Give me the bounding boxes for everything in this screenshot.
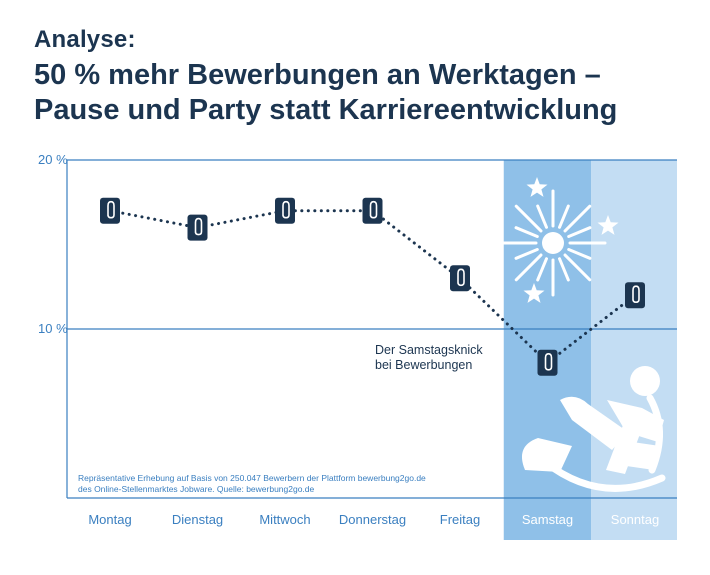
x-tick-label-sonntag: Sonntag [610,512,660,527]
x-tick-label-montag: Montag [88,512,132,527]
annotation-line-1: Der Samstagsknick [375,343,483,357]
source-note: Repräsentative Erhebung auf Basis von 25… [78,473,498,494]
x-tick-label-freitag: Freitag [439,512,481,527]
sunday-band [591,160,677,540]
data-point-mittwoch [275,197,295,224]
rocking-chair-icon [521,366,666,492]
x-tick-label-donnerstag: Donnerstag [338,512,407,527]
star-icon [597,215,619,235]
source-line-2: des Online-Stellenmarktes Jobware. Quell… [78,483,315,494]
firework-center [542,232,564,254]
star-icon [523,283,545,303]
source-line-1: Repräsentative Erhebung auf Basis von 25… [78,473,426,483]
y-tick-label-10: 10 % [38,321,68,336]
data-point-sonntag [625,282,645,309]
data-point-dienstag [187,214,208,241]
star-icon [526,177,548,197]
data-point-donnerstag [362,197,383,224]
y-tick-label-20: 20 % [38,152,68,167]
x-tick-label-samstag: Samstag [521,512,574,527]
annotation-line-2: bei Bewerbungen [375,358,473,372]
chart-title: 50 % mehr Bewerbungen an Werktagen – Pau… [34,59,618,126]
data-point-montag [100,197,120,224]
x-tick-label-mittwoch: Mittwoch [259,512,311,527]
data-point-freitag [450,265,470,292]
data-point-samstag [537,349,558,376]
kicker-label: Analyse: [34,26,136,53]
saturday-dip-annotation: Der Samstagsknick bei Bewerbungen [375,343,495,373]
x-tick-label-dienstag: Dienstag [171,512,224,527]
firework-icon [499,189,607,297]
